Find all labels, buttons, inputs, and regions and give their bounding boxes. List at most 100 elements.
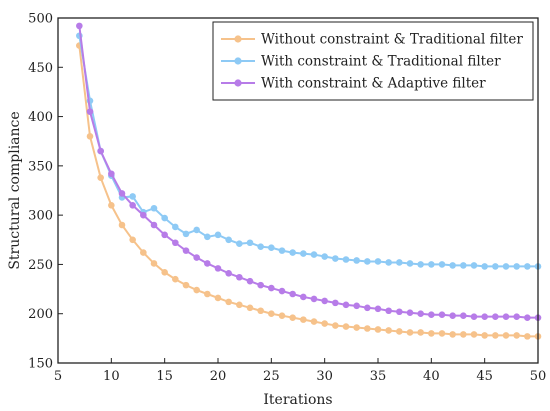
data-point (214, 231, 222, 239)
y-tick-label: 400 (28, 110, 53, 125)
data-point (172, 275, 179, 283)
data-point (385, 307, 392, 315)
data-point (449, 262, 456, 269)
data-point (342, 323, 350, 330)
data-point (86, 108, 94, 115)
data-point (502, 313, 510, 320)
data-point (502, 263, 510, 270)
data-point (492, 313, 499, 320)
data-point (374, 326, 382, 333)
data-point (492, 263, 499, 270)
data-point (236, 240, 243, 248)
data-point (172, 223, 179, 231)
data-point (385, 259, 392, 266)
data-point (193, 254, 200, 261)
y-tick-label: 300 (28, 209, 53, 224)
data-point (140, 249, 147, 256)
data-point (118, 221, 126, 229)
data-point (460, 262, 467, 269)
data-point (97, 147, 104, 155)
data-point (289, 249, 296, 256)
data-point (481, 263, 488, 270)
data-point (513, 332, 520, 339)
data-point (246, 304, 254, 312)
data-point (353, 324, 360, 331)
data-point (97, 174, 104, 181)
data-point (182, 281, 190, 289)
x-axis-label: Iterations (263, 392, 332, 408)
data-point (396, 308, 403, 316)
legend: Without constraint & Traditional filter W… (212, 21, 534, 101)
series-2 (76, 32, 542, 270)
data-point (300, 293, 307, 301)
x-tick-label: 20 (210, 369, 227, 384)
data-point (502, 332, 510, 339)
x-tick-label: 45 (476, 369, 493, 384)
data-point (470, 313, 478, 320)
data-point (342, 256, 350, 263)
data-point (268, 244, 275, 251)
data-point (193, 226, 200, 234)
legend-item: With constraint & Traditional filter (221, 54, 501, 70)
data-point (161, 269, 168, 276)
data-point (470, 262, 478, 269)
x-tick-label: 50 (530, 369, 547, 384)
series-layer (76, 22, 542, 340)
y-tick-label: 350 (28, 159, 53, 174)
data-point (438, 261, 446, 268)
data-point (332, 322, 339, 329)
data-point (172, 239, 179, 247)
data-point (438, 330, 446, 337)
data-point (460, 312, 467, 319)
data-point (108, 201, 115, 209)
data-point (193, 286, 200, 294)
y-tick-label: 150 (28, 357, 53, 372)
data-point (321, 297, 328, 305)
data-point (204, 260, 211, 267)
legend-label: With constraint & Adaptive filter (261, 76, 486, 92)
data-point (310, 318, 318, 325)
data-point (406, 329, 414, 336)
data-point (353, 302, 360, 310)
data-point (204, 290, 211, 298)
data-point (225, 236, 232, 244)
data-point (214, 265, 222, 272)
data-point (385, 327, 392, 334)
data-point (396, 259, 403, 266)
data-point (513, 313, 520, 320)
data-point (364, 325, 371, 332)
data-point (268, 310, 275, 318)
x-tick-label: 15 (156, 369, 173, 384)
x-tick-label: 35 (370, 369, 387, 384)
y-tick-label: 200 (28, 307, 53, 322)
legend-swatch-marker (234, 57, 242, 65)
data-point (353, 257, 360, 264)
data-point (118, 190, 126, 197)
data-point (332, 299, 339, 307)
data-point (524, 333, 531, 340)
legend-label: With constraint & Traditional filter (261, 54, 501, 70)
data-point (150, 260, 158, 267)
legend-item: Without constraint & Traditional filter (221, 32, 523, 48)
data-point (300, 250, 307, 257)
data-point (129, 193, 136, 200)
data-point (364, 304, 371, 312)
data-point (236, 301, 243, 309)
data-point (204, 233, 211, 241)
x-tick-label: 25 (263, 369, 280, 384)
data-point (438, 311, 446, 319)
data-point (246, 277, 254, 285)
data-point (161, 231, 168, 239)
plot-frame (57, 17, 539, 364)
data-point (332, 255, 339, 262)
data-point (310, 251, 318, 258)
data-point (321, 320, 328, 327)
data-point (278, 287, 286, 295)
data-point (161, 214, 168, 222)
data-point (428, 330, 435, 337)
data-point (342, 301, 350, 309)
data-point (150, 221, 158, 229)
data-point (278, 312, 286, 319)
data-point (140, 211, 147, 219)
y-axis-label: Structural compliance (7, 111, 23, 269)
